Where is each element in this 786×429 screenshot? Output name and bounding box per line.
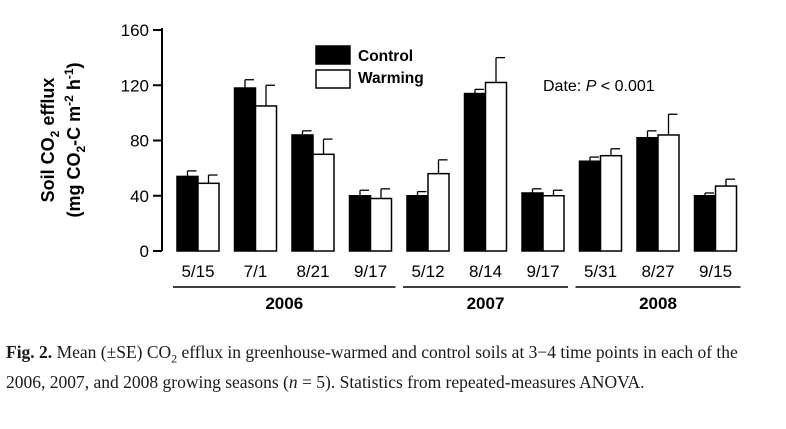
bar-control [636, 136, 659, 252]
year-group-label: 2008 [639, 294, 677, 313]
legend-swatch-warming [315, 69, 351, 89]
y-tick-label: 0 [140, 242, 149, 261]
caption-label: Fig. 2. [6, 342, 53, 362]
bar-control [233, 87, 257, 252]
year-groups: 2006 2007 2008 [173, 286, 741, 313]
x-tick-label: 9/17 [526, 262, 559, 281]
significance-annotation: Date: P < 0.001 [543, 78, 655, 95]
x-tick-label: 9/17 [354, 262, 387, 281]
y-tick-label: 160 [121, 21, 149, 40]
y-tick-label: 120 [121, 76, 149, 95]
legend-swatch-control [315, 45, 351, 65]
x-tick-label: 5/31 [584, 262, 617, 281]
x-axis-labels: 5/15 7/1 8/21 9/17 5/12 8/14 9/17 5/31 8/27 9/15 [181, 262, 732, 281]
bar-control [578, 160, 602, 252]
svg-text:(mg CO2-C m-2 h-1): (mg CO2-C m-2 h-1) [62, 62, 88, 217]
y-axis-ticks: 0 40 80 120 160 [121, 21, 162, 261]
bar-warming [484, 81, 508, 252]
bar-control [291, 134, 314, 252]
bar-warming [197, 182, 220, 252]
bar-warming [714, 185, 738, 252]
x-tick-label: 5/15 [181, 262, 214, 281]
bar-warming [254, 105, 278, 252]
bar-control [406, 195, 429, 252]
x-tick-label: 5/12 [411, 262, 444, 281]
bar-warming [312, 153, 335, 252]
bar-warming [599, 154, 623, 252]
y-tick-label: 40 [130, 187, 149, 206]
bar-chart: Soil CO2 efflux (mg CO2-C m-2 h-1) 0 40 80… [38, 21, 741, 313]
bar-control [176, 175, 199, 252]
bar-control [521, 192, 544, 252]
bar-control [348, 195, 372, 252]
bar-control [693, 195, 717, 252]
bars-layer [176, 56, 738, 252]
x-tick-label: 7/1 [244, 262, 268, 281]
legend-label-warming: Warming [358, 70, 424, 87]
figure-caption: Fig. 2. Mean (±SE) CO2 efflux in greenho… [6, 342, 738, 392]
bar-warming [369, 197, 393, 252]
year-group-label: 2007 [467, 294, 505, 313]
svg-text:Soil CO2 efflux: Soil CO2 efflux [38, 78, 62, 203]
y-tick-label: 80 [130, 132, 149, 151]
bar-control [463, 92, 487, 252]
x-tick-label: 8/21 [296, 262, 329, 281]
bar-warming [657, 134, 680, 252]
legend-label-control: Control [358, 48, 413, 65]
x-tick-label: 8/14 [469, 262, 502, 281]
y-axis-title: Soil CO2 efflux (mg CO2-C m-2 h-1) [38, 62, 88, 217]
x-tick-label: 9/15 [699, 262, 732, 281]
legend: Control Warming [315, 45, 424, 89]
x-tick-label: 8/27 [641, 262, 674, 281]
bar-warming [427, 172, 450, 252]
bar-warming [542, 195, 565, 252]
year-group-label: 2006 [265, 294, 303, 313]
